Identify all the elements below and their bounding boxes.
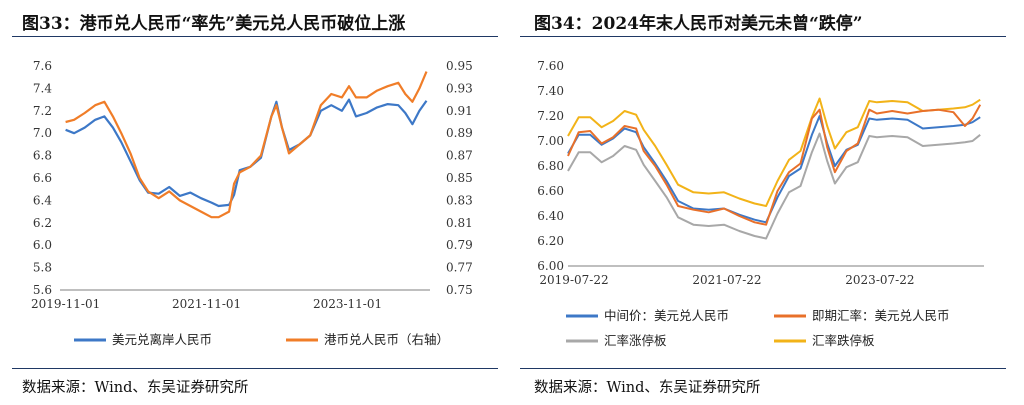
y-tick-label: 6.20: [537, 234, 564, 248]
legend-label: 美元兑离岸人民币: [112, 332, 212, 347]
x-tick-label: 2019-11-01: [31, 297, 100, 311]
series-line-mid: [567, 115, 981, 224]
legend-label: 汇率涨停板: [604, 333, 667, 348]
y-tick-label: 7.4: [33, 81, 52, 95]
series-line-usd-cnh: [65, 98, 428, 208]
y-tick-label: 7.00: [537, 134, 564, 148]
y-tick-label: 6.80: [537, 159, 564, 173]
x-tick-label: 2019-07-22: [539, 273, 608, 287]
figure-34-title: 图34：2024年末人民币对美元未曾“跌停”: [534, 14, 863, 34]
y-tick-label: 7.0: [33, 126, 52, 140]
y2-tick-label: 0.85: [446, 171, 473, 185]
series-line-lower-limit: [567, 97, 981, 207]
figure-33-top-rule: [12, 36, 498, 37]
figure-33-panel: 图33：港币兑人民币“率先”美元兑人民币破位上涨 7.6 7.4 7.2 7.0 6.8…: [12, 14, 498, 396]
y-tick-label: 5.6: [33, 283, 52, 297]
figure-33-chart: 7.6 7.4 7.2 7.0 6.8 6.6 6.4 6.2 6.0 5.8 5.6 0.95 0.9…: [31, 59, 473, 347]
y-tick-label: 7.2: [33, 104, 52, 118]
x-tick-label: 2021-07-22: [692, 273, 761, 287]
x-tick-label: 2021-11-01: [172, 297, 241, 311]
series-line-upper-limit: [567, 132, 981, 240]
y-tick-label: 7.20: [537, 109, 564, 123]
y-tick-label: 7.6: [33, 59, 52, 73]
figure-33-bottom-rule: [12, 368, 498, 369]
y2-tick-label: 0.83: [446, 193, 473, 207]
figure-33-source: 数据来源：Wind、东吴证券研究所: [22, 380, 249, 396]
y2-tick-label: 0.95: [446, 59, 473, 73]
figure-34-top-rule: [520, 36, 1006, 37]
y-tick-label: 6.2: [33, 216, 52, 230]
legend-label: 汇率跌停板: [812, 333, 875, 348]
y2-tick-label: 0.81: [446, 216, 473, 230]
y2-tick-label: 0.91: [446, 104, 473, 118]
y2-tick-label: 0.93: [446, 81, 473, 95]
y-tick-label: 6.0: [33, 238, 52, 252]
y2-tick-label: 0.87: [446, 149, 473, 163]
y2-tick-label: 0.75: [446, 283, 473, 297]
figure-34-bottom-rule: [520, 368, 1006, 369]
y-tick-label: 6.40: [537, 209, 564, 223]
legend-label: 即期汇率：美元兑人民币: [812, 308, 950, 323]
series-line-hkd-cny: [65, 71, 428, 219]
x-tick-label: 2023-07-22: [845, 273, 914, 287]
legend-label: 港币兑人民币（右轴）: [324, 332, 449, 347]
figure-34-source: 数据来源：Wind、东吴证券研究所: [534, 380, 761, 396]
figure-34-panel: 图34：2024年末人民币对美元未曾“跌停” 7.60 7.40 7.20 7.00 6…: [512, 0, 1024, 405]
series-line-spot: [567, 104, 982, 226]
y-tick-label: 6.4: [33, 193, 52, 207]
y2-tick-label: 0.89: [446, 126, 473, 140]
y-tick-label: 6.8: [33, 149, 52, 163]
y-tick-label: 6.6: [33, 171, 52, 185]
y2-tick-label: 0.77: [446, 261, 473, 275]
y2-tick-label: 0.79: [446, 238, 473, 252]
y-tick-label: 7.60: [537, 59, 564, 73]
y-tick-label: 6.00: [537, 259, 564, 273]
x-tick-label: 2023-11-01: [313, 297, 382, 311]
y-tick-label: 6.60: [537, 184, 564, 198]
y-tick-label: 7.40: [537, 84, 564, 98]
legend-label: 中间价：美元兑人民币: [604, 308, 729, 323]
y-tick-label: 5.8: [33, 261, 52, 275]
figure-33-title: 图33：港币兑人民币“率先”美元兑人民币破位上涨: [22, 14, 406, 34]
figure-34-chart: 7.60 7.40 7.20 7.00 6.80 6.60 6.40 6.20 6.002019…: [537, 59, 984, 348]
